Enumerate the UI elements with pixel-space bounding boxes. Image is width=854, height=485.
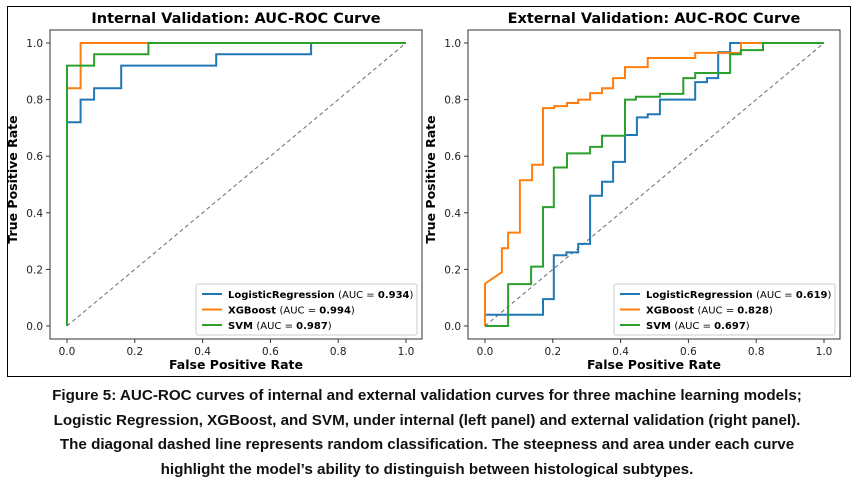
legend-model-name: XGBoost	[228, 305, 280, 316]
x-tick-label: 0.4	[194, 346, 211, 358]
figure-frame	[7, 6, 851, 377]
legend-model-name: XGBoost	[646, 305, 698, 316]
x-axis-label: False Positive Rate	[587, 357, 721, 372]
external-validation-panel: External Validation: AUC-ROC Curve 0.0 0.2…	[423, 11, 841, 372]
chart-title: External Validation: AUC-ROC Curve	[508, 11, 801, 27]
x-tick-label: 0.6	[262, 346, 279, 358]
x-tick-label: 1.0	[398, 346, 415, 358]
roc-figure: Internal Validation: AUC-ROC Curve 0.0 0.2…	[5, 11, 841, 372]
x-tick-label: 0.2	[126, 346, 143, 358]
x-tick-label: 1.0	[816, 346, 833, 358]
legend-box	[195, 283, 418, 336]
legend-auc-value: 0.934	[378, 290, 410, 301]
y-tick-label: 0.2	[444, 264, 461, 276]
caption-line: Logistic Regression, XGBoost, and SVM, u…	[53, 411, 801, 429]
random-classifier-diagonal	[66, 42, 407, 327]
legend-auc-suffix: )	[328, 321, 332, 332]
caption-line: Figure 5: AUC-ROC curves of internal and…	[52, 387, 802, 404]
x-tick-label: 0.4	[612, 346, 629, 358]
y-tick-label: 0.8	[26, 95, 43, 107]
y-axis-label: True Positive Rate	[423, 115, 438, 243]
figure-caption: Figure 5: AUC-ROC curves of internal and…	[0, 384, 854, 482]
legend: LogisticRegression (AUC = 0.934)XGBoost …	[195, 283, 418, 336]
legend-auc-prefix: (AUC =	[698, 305, 738, 316]
y-tick-label: 1.0	[444, 38, 461, 50]
legend-box	[613, 283, 836, 336]
legend-auc-prefix: (AUC =	[280, 305, 320, 316]
legend-auc-suffix: )	[746, 321, 750, 332]
y-tick-label: 0.4	[26, 208, 43, 220]
roc-curve-xgboost	[484, 42, 824, 326]
legend-entry: XGBoost (AUC = 0.994)	[228, 305, 355, 316]
legend-entry: SVM (AUC = 0.987)	[228, 321, 332, 332]
legend-auc-value: 0.619	[796, 290, 828, 301]
legend-entry: XGBoost (AUC = 0.828)	[646, 305, 773, 316]
x-tick-label: 0.8	[330, 346, 347, 358]
y-tick-label: 0.2	[26, 264, 43, 276]
y-tick-label: 0.6	[26, 151, 43, 163]
legend-auc-suffix: )	[410, 290, 414, 301]
roc-curve-svm	[66, 42, 406, 326]
x-tick-label: 0.6	[680, 346, 697, 358]
chart-title: Internal Validation: AUC-ROC Curve	[91, 11, 380, 27]
legend-auc-value: 0.987	[296, 321, 328, 332]
legend-model-name: LogisticRegression	[228, 290, 338, 301]
roc-curve-logisticregression	[484, 42, 824, 326]
x-tick-label: 0.0	[477, 346, 494, 358]
y-tick-label: 0.0	[444, 321, 461, 333]
legend-entry: LogisticRegression (AUC = 0.619)	[646, 290, 832, 301]
legend-auc-value: 0.697	[714, 321, 746, 332]
legend-auc-value: 0.994	[319, 305, 351, 316]
x-tick-label: 0.0	[59, 346, 76, 358]
legend-auc-prefix: (AUC =	[674, 321, 714, 332]
random-classifier-diagonal	[484, 42, 825, 327]
legend-model-name: SVM	[228, 321, 256, 332]
axes-frame	[467, 29, 841, 340]
legend-model-name: SVM	[646, 321, 674, 332]
legend-auc-prefix: (AUC =	[756, 290, 796, 301]
legend-auc-suffix: )	[769, 305, 773, 316]
roc-curve-logisticregression	[66, 42, 406, 326]
x-tick-label: 0.8	[748, 346, 765, 358]
legend-auc-suffix: )	[351, 305, 355, 316]
legend-entry: SVM (AUC = 0.697)	[646, 321, 750, 332]
y-tick-label: 0.4	[444, 208, 461, 220]
x-tick-label: 0.2	[544, 346, 561, 358]
y-tick-label: 0.0	[26, 321, 43, 333]
legend-auc-suffix: )	[828, 290, 832, 301]
y-tick-label: 1.0	[26, 38, 43, 50]
legend-model-name: LogisticRegression	[646, 290, 756, 301]
roc-curve-svm	[485, 42, 824, 327]
y-tick-label: 0.8	[444, 95, 461, 107]
legend-auc-prefix: (AUC =	[256, 321, 296, 332]
y-tick-label: 0.6	[444, 151, 461, 163]
caption-line: highlight the model’s ability to disting…	[160, 460, 694, 478]
y-axis-label: True Positive Rate	[5, 115, 20, 243]
internal-validation-panel: Internal Validation: AUC-ROC Curve 0.0 0.2…	[5, 11, 423, 372]
axes-frame	[49, 29, 423, 340]
x-axis-label: False Positive Rate	[169, 357, 303, 372]
legend-auc-value: 0.828	[737, 305, 769, 316]
legend-auc-prefix: (AUC =	[338, 290, 378, 301]
legend-entry: LogisticRegression (AUC = 0.934)	[228, 290, 414, 301]
legend: LogisticRegression (AUC = 0.619)XGBoost …	[613, 283, 836, 336]
caption-line: The diagonal dashed line represents rand…	[59, 436, 795, 453]
